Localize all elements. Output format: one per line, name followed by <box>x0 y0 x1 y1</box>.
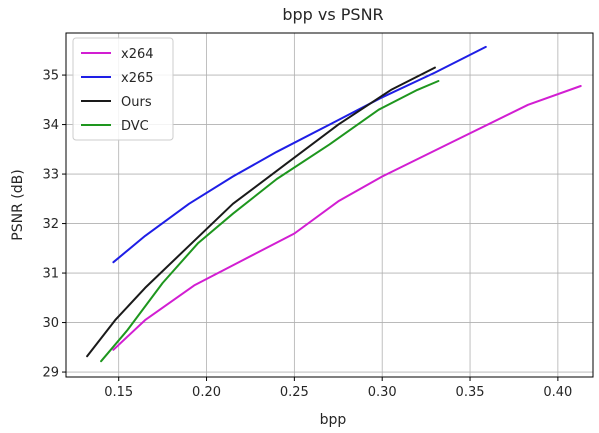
y-tick-label: 32 <box>42 217 59 232</box>
y-tick-label: 35 <box>42 69 59 84</box>
y-tick-label: 33 <box>42 168 59 183</box>
gridlines <box>66 33 593 377</box>
x-tick-label: 0.15 <box>104 385 133 400</box>
legend-label-x264: x264 <box>121 47 154 62</box>
series-line-dvc <box>100 80 440 363</box>
legend-box <box>72 37 174 141</box>
y-tick-label: 34 <box>42 118 59 133</box>
x-tick-label: 0.35 <box>456 385 485 400</box>
y-tick-label: 29 <box>42 366 59 381</box>
series-line-x265 <box>112 45 487 264</box>
x-axis-label: bpp <box>320 412 347 428</box>
legend-label-ours: Ours <box>121 95 152 110</box>
y-tick-label: 30 <box>42 316 59 331</box>
series-line-ours <box>86 66 436 358</box>
x-tick-label: 0.25 <box>280 385 309 400</box>
x-tick-label: 0.20 <box>192 385 221 400</box>
series-line-x264 <box>112 85 582 351</box>
chart-title: bpp vs PSNR <box>282 5 383 24</box>
x-axis: 0.15 0.20 0.25 0.30 0.35 0.40 <box>104 377 572 400</box>
legend-label-dvc: DVC <box>121 119 149 134</box>
y-axis: 29 30 31 32 33 34 35 <box>42 69 66 381</box>
y-axis-label: PSNR (dB) <box>10 169 26 240</box>
legend-label-x265: x265 <box>121 71 154 86</box>
x-tick-label: 0.40 <box>543 385 572 400</box>
plot-frame <box>65 32 594 378</box>
series-layer <box>86 45 582 363</box>
legend: x264 x265 Ours DVC <box>72 37 174 141</box>
x-tick-label: 0.30 <box>368 385 397 400</box>
y-tick-label: 31 <box>42 267 59 282</box>
